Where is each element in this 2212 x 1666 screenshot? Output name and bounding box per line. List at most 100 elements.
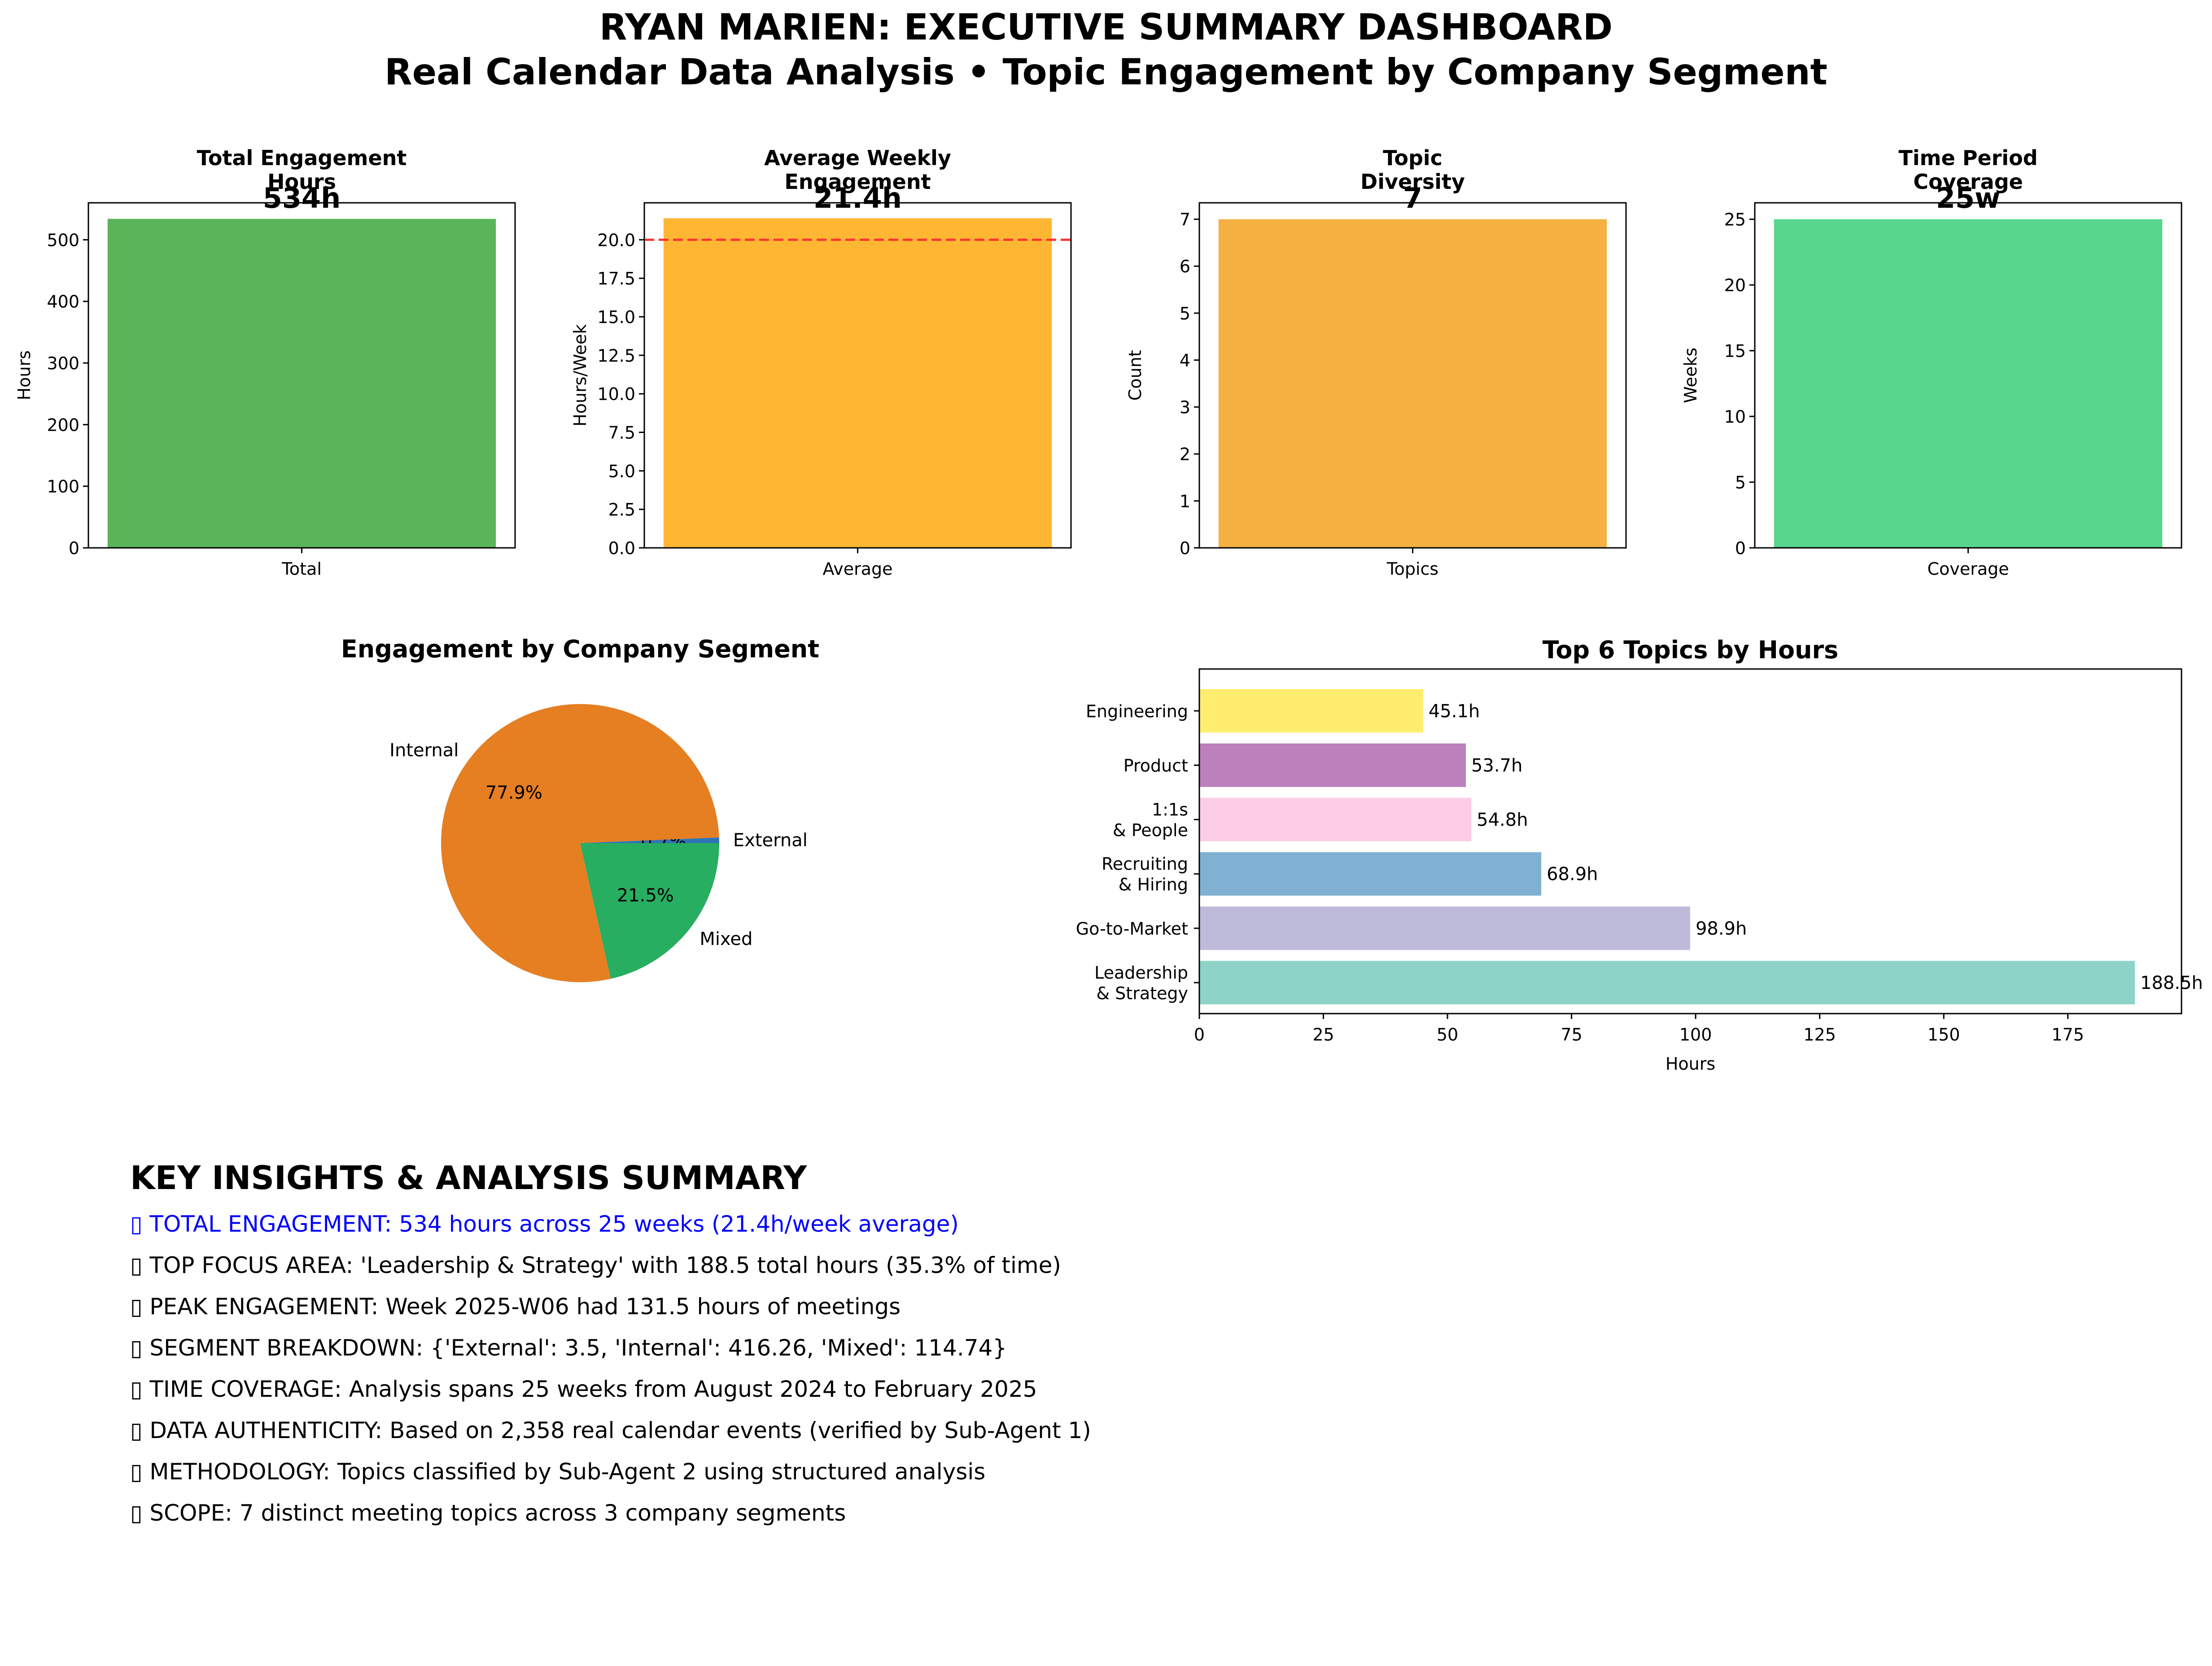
topic-label: Engineering: [1086, 701, 1188, 721]
topic-bar: [1199, 689, 1423, 733]
topic-label: Product: [1123, 756, 1188, 775]
kpi-average-weekly-chart: 0.0 2.5 5.0 7.5 10.0 12.5 15.0 17.5 20.0 Average H…: [570, 146, 1072, 579]
kpi-title: Coverage: [1913, 170, 2023, 194]
y-tick-label: 10: [1724, 407, 1746, 427]
y-tick-label: 2: [1180, 445, 1190, 464]
y-axis-label: Weeks: [1681, 348, 1701, 403]
topic-label: & Hiring: [1119, 875, 1188, 895]
insight-item: ▯ DATA AUTHENTICITY: Based on 2,358 real…: [130, 1417, 1091, 1443]
axes-frame: [1198, 668, 2182, 1014]
pie-slice-label: Internal: [389, 740, 459, 761]
y-tick-label: 17.5: [597, 269, 635, 289]
topic-label: Leadership: [1094, 963, 1188, 983]
kpi-bar: [107, 219, 496, 548]
y-tick-label: 4: [1180, 350, 1190, 370]
x-tick-label: 75: [1561, 1025, 1582, 1045]
x-tick-label: 150: [1928, 1025, 1960, 1045]
insight-item: ▯ TOP FOCUS AREA: 'Leadership & Strategy…: [130, 1252, 1061, 1278]
y-tick-label: 25: [1724, 210, 1746, 230]
kpi-bar: [1774, 219, 2163, 548]
kpi-value-label: 25w: [1936, 182, 2001, 214]
y-tick-label: 5.0: [608, 461, 635, 481]
x-tick-label: Topics: [1386, 559, 1438, 579]
topic-bar: [1199, 961, 2135, 1005]
insight-item: ▯ METHODOLOGY: Topics classified by Sub-…: [130, 1459, 985, 1485]
x-tick-label: 50: [1437, 1025, 1458, 1045]
topic-bar: [1199, 852, 1542, 896]
y-axis-label: Count: [1125, 350, 1145, 401]
topic-label: Go-to-Market: [1076, 919, 1188, 939]
y-tick-label: 300: [47, 354, 79, 373]
y-tick-label: 7.5: [608, 423, 635, 443]
main-title-line2: Real Calendar Data Analysis • Topic Enga…: [385, 51, 1827, 93]
y-axis-label: Hours/Week: [570, 324, 590, 426]
segment-pie-chart: Engagement by Company SegmentExternal0.7…: [341, 635, 819, 982]
pie-pct-label: 77.9%: [485, 783, 542, 803]
topic-label: Recruiting: [1102, 854, 1188, 874]
topic-value-label: 98.9h: [1696, 918, 1747, 939]
kpi-bar: [1218, 219, 1607, 548]
hbar-title: Top 6 Topics by Hours: [1543, 636, 1839, 664]
kpi-title: Time Period: [1898, 146, 2037, 170]
topic-value-label: 68.9h: [1547, 864, 1598, 885]
x-tick-label: 100: [1679, 1025, 1712, 1045]
kpi-title: Diversity: [1360, 170, 1465, 194]
x-tick-label: 0: [1194, 1025, 1205, 1045]
y-tick-label: 0: [1180, 538, 1190, 558]
x-tick-label: Total: [281, 559, 322, 579]
y-tick-label: 20: [1724, 275, 1746, 295]
pie-slice: [580, 843, 719, 979]
topic-bar: [1199, 798, 1472, 841]
y-tick-label: 5: [1180, 304, 1190, 324]
kpi-title: Topic: [1383, 146, 1443, 170]
y-tick-label: 15: [1724, 341, 1746, 361]
insight-item: ▯ SEGMENT BREAKDOWN: {'External': 3.5, '…: [130, 1335, 1007, 1361]
y-tick-label: 0: [1735, 538, 1746, 558]
kpi-bar: [663, 218, 1052, 548]
insight-item: ▯ TIME COVERAGE: Analysis spans 25 weeks…: [130, 1376, 1037, 1402]
x-tick-label: Coverage: [1927, 559, 2009, 579]
y-tick-label: 10.0: [597, 385, 635, 404]
main-title-line1: RYAN MARIEN: EXECUTIVE SUMMARY DASHBOARD: [599, 6, 1613, 48]
insight-item: ▯ TOTAL ENGAGEMENT: 534 hours across 25 …: [130, 1211, 959, 1237]
y-tick-label: 15.0: [597, 307, 635, 327]
pie-title: Engagement by Company Segment: [341, 635, 819, 663]
pie-slice-label: Mixed: [699, 929, 752, 949]
kpi-value-label: 534h: [263, 182, 341, 214]
pie-slice: [441, 704, 719, 982]
x-tick-label: 125: [1803, 1025, 1836, 1045]
y-tick-label: 1: [1180, 491, 1190, 511]
y-tick-label: 100: [47, 477, 79, 497]
topic-bar: [1199, 906, 1690, 950]
y-axis-label: Hours: [14, 350, 34, 400]
topic-value-label: 45.1h: [1429, 701, 1480, 721]
x-tick-label: Average: [822, 559, 892, 579]
y-tick-label: 400: [47, 292, 79, 312]
kpi-title: Engagement: [784, 170, 931, 194]
pie-pct-label: 21.5%: [617, 885, 674, 906]
kpi-value-label: 21.4h: [813, 182, 902, 214]
kpi-title: Hours: [267, 170, 336, 194]
kpi-title: Total Engagement: [197, 146, 407, 170]
y-tick-label: 5: [1735, 473, 1746, 493]
pie-slice-label: External: [733, 830, 808, 851]
y-tick-label: 0.0: [608, 538, 635, 558]
insight-item: ▯ SCOPE: 7 distinct meeting topics acros…: [130, 1500, 846, 1526]
kpi-title: Average Weekly: [764, 146, 951, 170]
y-tick-label: 200: [47, 415, 79, 435]
pie-slice: [580, 837, 719, 843]
y-tick-label: 12.5: [597, 346, 635, 366]
topic-value-label: 188.5h: [2140, 973, 2203, 993]
x-tick-label: 25: [1312, 1025, 1334, 1045]
y-tick-label: 0: [69, 538, 79, 558]
y-tick-label: 20.0: [597, 230, 635, 250]
topic-value-label: 54.8h: [1477, 810, 1528, 831]
topic-label: & People: [1113, 821, 1188, 840]
topic-label: & Strategy: [1096, 984, 1188, 1003]
y-tick-label: 500: [47, 230, 79, 250]
x-tick-label: 175: [2051, 1025, 2084, 1045]
